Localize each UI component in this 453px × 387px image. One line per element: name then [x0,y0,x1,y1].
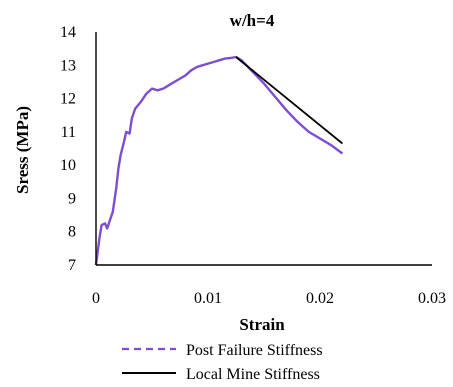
y-tick-label: 11 [61,124,76,141]
y-axis-ticks: 7 8 9 10 11 12 13 14 [60,24,76,274]
x-tick-label: 0.01 [194,290,222,307]
series-line-local-mine-stiffness [235,56,343,145]
y-tick-label: 12 [60,91,76,108]
x-tick-label: 0.02 [306,290,334,307]
legend-label-local-mine: Local Mine Stiffness [186,366,320,383]
x-axis-ticks: 0 0.01 0.02 0.03 [92,290,446,307]
x-tick-label: 0.03 [418,290,446,307]
legend-label-post-failure: Post Failure Stiffness [186,342,323,359]
plot-area [94,55,344,266]
x-axis-label: Strain [239,315,285,334]
series-line-post-failure-stiffness [94,55,344,266]
y-tick-label: 14 [60,24,76,41]
y-tick-label: 8 [68,224,76,241]
y-tick-label: 13 [60,57,76,74]
legend: Post Failure Stiffness Local Mine Stiffn… [122,342,323,383]
chart-title: w/h=4 [230,11,275,30]
x-tick-label: 0 [92,290,100,307]
y-tick-label: 7 [68,257,76,274]
y-axis-label: Sress (MPa) [13,106,32,194]
y-tick-label: 10 [60,157,76,174]
y-tick-label: 9 [68,190,76,207]
